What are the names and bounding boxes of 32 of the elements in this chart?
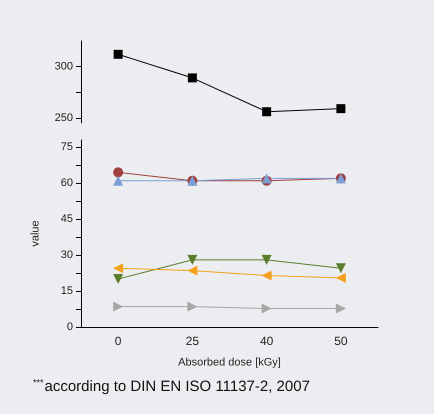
y-tick-label: 75 [60,141,73,154]
text: ***according to DIN EN ISO 11137-2, 2007 [33,378,310,395]
y-tick-label: 300 [54,60,73,73]
point [113,167,124,178]
point [336,272,346,283]
point [113,274,124,284]
y-axis-title: value [30,220,42,247]
point [187,266,198,276]
point [262,304,272,314]
y-tick-label: 30 [60,249,73,262]
x-axis-title: Absorbed dose [kGy] [178,356,281,368]
point [187,302,198,312]
point [113,263,124,274]
y-tick-label: 45 [60,213,73,226]
x-tick-label: 40 [260,334,274,348]
point [187,254,198,265]
point [188,73,197,82]
point [336,263,346,274]
point [336,304,346,314]
y-tick-label: 15 [60,285,73,298]
point [262,270,272,280]
point [336,104,346,114]
x-tick-label: 50 [334,334,348,348]
point [113,302,124,312]
point [114,50,123,59]
y-tick-label: 250 [54,112,73,124]
x-tick-label: 25 [186,334,200,348]
point [262,254,272,265]
y-tick-label: 60 [60,177,73,190]
x-tick-label: 0 [114,334,122,348]
point [262,107,272,116]
y-tick-label: 0 [66,321,73,333]
